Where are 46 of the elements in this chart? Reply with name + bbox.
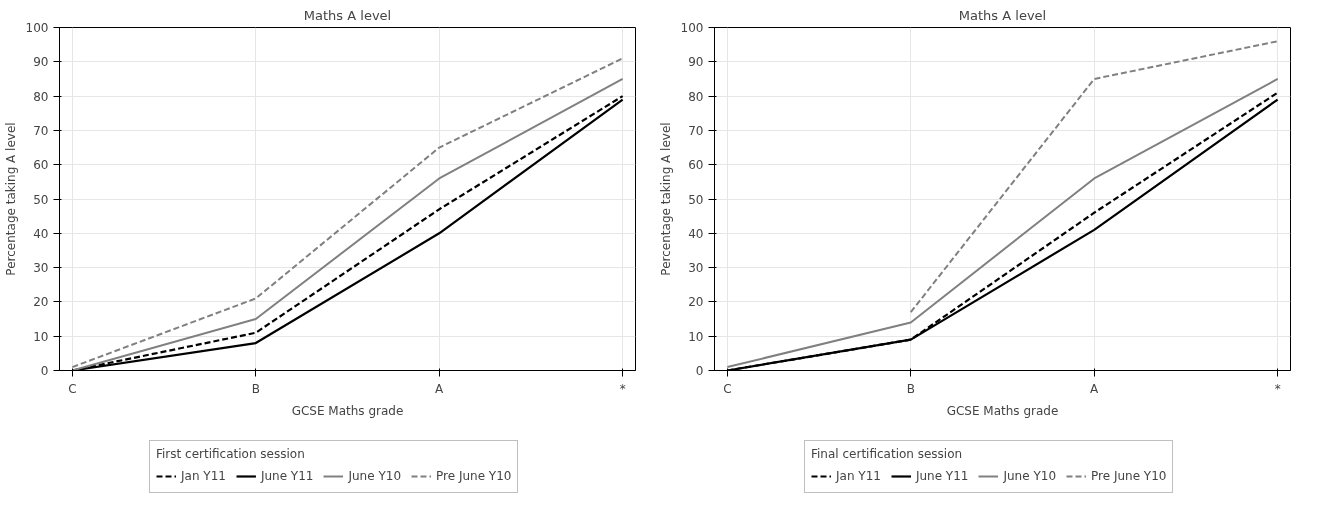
y-tick-label: 20 <box>688 295 704 310</box>
y-tick-label: 30 <box>33 261 49 276</box>
y-tick-label: 70 <box>33 123 49 138</box>
x-axis-title: GCSE Maths grade <box>291 403 404 418</box>
x-tick-label: * <box>1274 381 1281 396</box>
chart-title: Maths A level <box>303 7 392 23</box>
y-tick-label: 80 <box>688 89 704 104</box>
y-axis-title: Percentage taking A level <box>658 122 673 276</box>
y-tick-label: 90 <box>33 55 49 70</box>
y-tick-label: 50 <box>688 192 704 207</box>
x-tick-label: C <box>723 381 732 396</box>
legend-label: Jan Y11 <box>181 469 226 483</box>
y-tick-label: 90 <box>688 55 704 70</box>
x-tick-label: * <box>619 381 626 396</box>
y-tick-label: 40 <box>688 226 704 241</box>
legend-label: June Y11 <box>915 469 969 483</box>
legend-label: Jan Y11 <box>836 469 881 483</box>
y-tick-label: 0 <box>40 364 49 378</box>
x-tick-label: A <box>1090 381 1100 396</box>
y-tick-label: 100 <box>25 21 49 35</box>
x-tick-label: C <box>68 381 77 396</box>
y-tick-label: 20 <box>33 295 49 310</box>
x-axis-title: GCSE Maths grade <box>946 403 1059 418</box>
y-tick-label: 60 <box>33 158 49 173</box>
y-tick-label: 100 <box>680 21 704 35</box>
x-tick-label: B <box>906 381 915 396</box>
y-tick-label: 30 <box>688 261 704 276</box>
x-tick-label: A <box>435 381 445 396</box>
y-tick-label: 60 <box>688 158 704 173</box>
legend-label: June Y10 <box>1003 469 1057 483</box>
y-tick-label: 40 <box>33 226 49 241</box>
y-tick-label: 10 <box>688 329 704 344</box>
y-tick-label: 80 <box>33 89 49 104</box>
legend-label: June Y10 <box>348 469 402 483</box>
y-tick-label: 50 <box>33 192 49 207</box>
legend-title: Final certification session <box>811 447 964 461</box>
y-axis-title: Percentage taking A level <box>3 122 18 276</box>
y-tick-label: 0 <box>695 364 704 378</box>
y-tick-label: 70 <box>688 123 704 138</box>
chart-title: Maths A level <box>958 7 1047 23</box>
legend-label: Pre June Y10 <box>436 469 512 483</box>
legend-label: Pre June Y10 <box>1091 469 1167 483</box>
legend-title: First certification session <box>156 447 306 461</box>
y-tick-label: 10 <box>33 329 49 344</box>
x-tick-label: B <box>251 381 260 396</box>
legend-label: June Y11 <box>260 469 314 483</box>
